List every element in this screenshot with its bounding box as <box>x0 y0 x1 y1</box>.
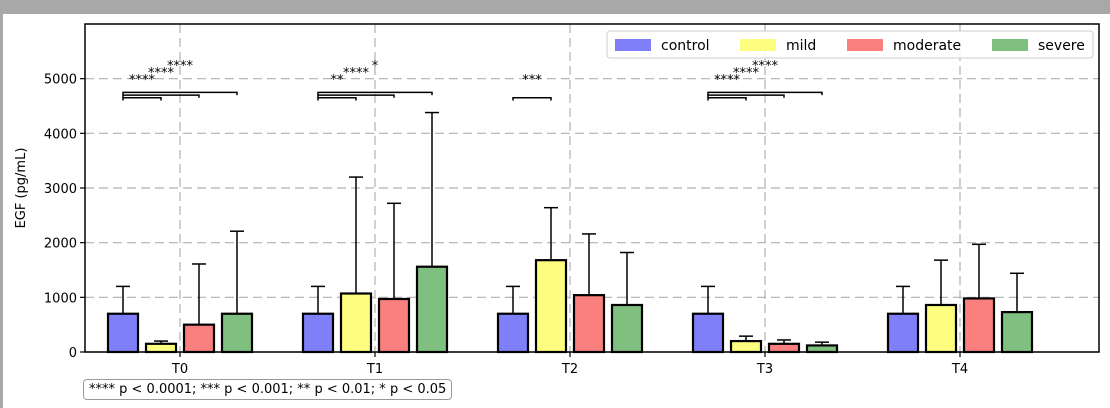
sig-label-T1: * <box>372 59 379 74</box>
egf-bar-chart: ************** **** **** ************ 01000… <box>14 23 1100 377</box>
bar-severe-T1 <box>415 265 449 354</box>
x-tick-label: T0 <box>171 362 188 377</box>
bar-mild-T1 <box>339 292 373 354</box>
sig-label-T2: *** <box>522 73 542 88</box>
legend: control mild moderate severe <box>606 30 1094 59</box>
bar-mild-T0 <box>144 342 178 354</box>
figure-frame: **** **** **** ** **** * *** **** **** **** 0 1000… <box>3 14 1110 408</box>
legend-swatch-moderate <box>847 39 883 51</box>
sig-bracket-T3 <box>707 97 747 101</box>
bar-severe-T4 <box>1000 310 1034 354</box>
bar-moderate-T0 <box>182 323 216 354</box>
sig-bracket-T0 <box>122 91 238 96</box>
sig-label-T0: **** <box>129 73 156 88</box>
bar-control-T4 <box>886 312 920 354</box>
sig-label-T0: **** <box>167 59 194 74</box>
sig-label-T1: **** <box>343 66 370 81</box>
legend-swatch-severe <box>992 39 1028 51</box>
legend-swatch-control <box>615 39 651 51</box>
sig-bracket-T1 <box>317 94 395 98</box>
y-tick-label: 2000 <box>44 237 77 252</box>
y-tick-label: 1000 <box>44 291 77 306</box>
y-tick-label: 4000 <box>44 127 77 142</box>
bar-mild-T3 <box>729 339 763 354</box>
bar-moderate-T4 <box>962 297 996 354</box>
sig-label-T3: **** <box>733 66 760 81</box>
y-tick-label: 3000 <box>44 182 77 197</box>
y-axis-label: EGF (pg/mL) <box>14 148 29 229</box>
grid-layer <box>85 24 1099 353</box>
sig-bracket-T0 <box>122 97 162 101</box>
legend-label-severe: severe <box>1038 38 1085 54</box>
bar-moderate-T1 <box>377 297 411 354</box>
sig-label-T3: **** <box>714 73 741 88</box>
significance-layer: ************** **** **** ************ <box>122 59 823 101</box>
bar-control-T1 <box>301 312 335 354</box>
sig-bracket-T1 <box>317 91 433 96</box>
legend-label-moderate: moderate <box>893 38 961 54</box>
significance-footnote: **** p < 0.0001; *** p < 0.001; ** p < 0… <box>83 379 453 400</box>
legend-swatch-mild <box>740 39 776 51</box>
y-tick-label: 5000 <box>44 73 77 88</box>
bars-layer <box>106 111 1034 354</box>
bar-control-T3 <box>691 312 725 354</box>
sig-bracket-T0 <box>122 94 200 98</box>
y-tick-label: 0 <box>69 346 77 361</box>
bar-moderate-T3 <box>767 342 801 354</box>
bar-severe-T3 <box>805 344 839 354</box>
axes-layer: 0 1000 2000 3000 4000 5000 T0 T1 T2 T3 T4 EGF (pg/m… <box>14 23 1100 377</box>
x-tick-label: T2 <box>561 362 578 377</box>
sig-label-T3: **** <box>752 59 779 74</box>
legend-label-mild: mild <box>786 38 816 54</box>
bar-control-T2 <box>496 312 530 354</box>
sig-label-T0: **** <box>148 66 175 81</box>
bar-severe-T0 <box>220 312 254 354</box>
x-tick-label: T3 <box>756 362 773 377</box>
sig-label-T1: ** <box>331 73 345 88</box>
bar-mild-T2 <box>534 259 568 354</box>
x-tick-label: T4 <box>951 362 968 377</box>
sig-bracket-T3 <box>707 91 823 96</box>
bar-severe-T2 <box>610 303 644 354</box>
sig-bracket-T1 <box>317 97 357 101</box>
legend-label-control: control <box>661 38 710 54</box>
bar-mild-T4 <box>924 303 958 354</box>
x-tick-label: T1 <box>366 362 383 377</box>
sig-bracket-T3 <box>707 94 785 98</box>
bar-control-T0 <box>106 312 140 354</box>
sig-bracket-T2 <box>512 97 552 101</box>
bar-moderate-T2 <box>572 294 606 354</box>
